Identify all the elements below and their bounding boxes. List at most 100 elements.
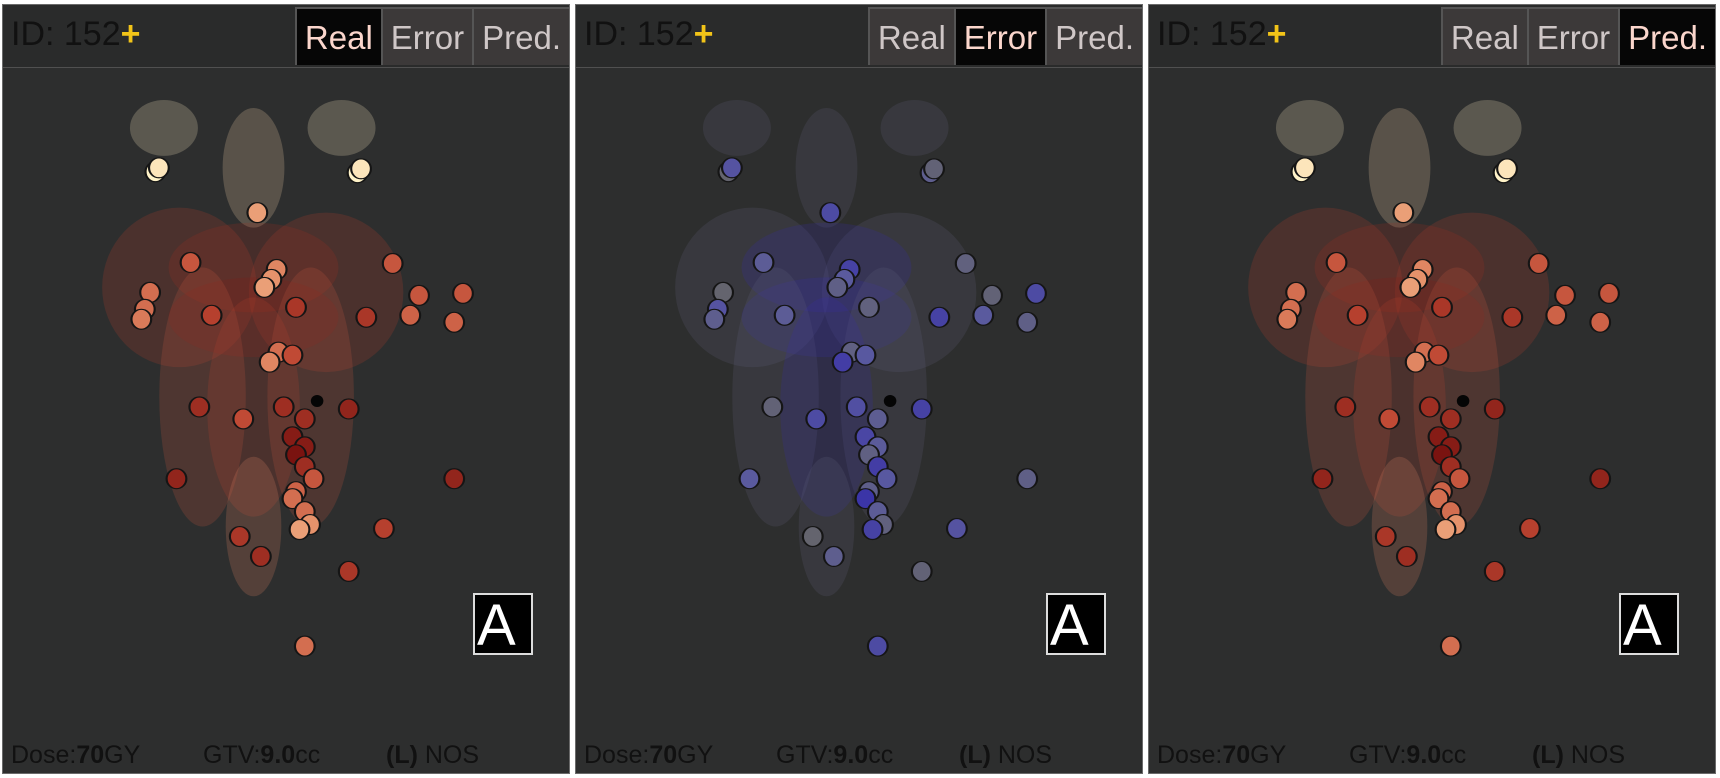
organ-node-marker[interactable] xyxy=(272,396,295,418)
organ-node-marker[interactable] xyxy=(1427,488,1450,510)
organ-node-marker[interactable] xyxy=(130,308,153,330)
organ-node-marker[interactable] xyxy=(1439,408,1462,430)
anatomy-visualization[interactable] xyxy=(576,67,1142,727)
organ-node-marker[interactable] xyxy=(1434,518,1457,541)
tab-real[interactable]: Real xyxy=(1440,7,1527,65)
organ-node-marker[interactable] xyxy=(858,296,880,318)
orientation-label[interactable]: A xyxy=(1619,593,1679,655)
organ-node-marker[interactable] xyxy=(381,252,404,275)
organ-node-marker[interactable] xyxy=(1016,311,1039,333)
tab-real[interactable]: Real xyxy=(294,7,381,65)
organ-node-marker[interactable] xyxy=(249,545,272,567)
organ-node-marker[interactable] xyxy=(285,296,307,318)
organ-node-marker[interactable] xyxy=(1374,525,1397,548)
organ-node-marker[interactable] xyxy=(281,488,304,510)
organ-node-marker[interactable] xyxy=(246,202,269,224)
organ-node-marker[interactable] xyxy=(875,468,898,490)
organ-node-marker[interactable] xyxy=(293,408,316,430)
organ-node-marker[interactable] xyxy=(845,396,868,418)
orientation-label[interactable]: A xyxy=(1046,593,1106,655)
organ-node-marker[interactable] xyxy=(281,344,304,366)
organ-node-marker[interactable] xyxy=(773,304,796,326)
organ-node-marker[interactable] xyxy=(1483,398,1506,420)
orientation-label[interactable]: A xyxy=(473,593,533,655)
tab-error[interactable]: Error xyxy=(380,7,473,65)
organ-node-marker[interactable] xyxy=(866,635,889,657)
organ-node-marker[interactable] xyxy=(1589,311,1612,333)
organ-node-marker[interactable] xyxy=(1448,468,1471,490)
organ-node-marker[interactable] xyxy=(1025,282,1047,304)
tab-pred[interactable]: Pred. xyxy=(1045,7,1142,65)
organ-node-marker[interactable] xyxy=(452,282,474,304)
tab-error[interactable]: Error xyxy=(1526,7,1619,65)
organ-node-marker[interactable] xyxy=(337,398,360,420)
organ-node-marker[interactable] xyxy=(720,157,743,179)
organ-node-marker[interactable] xyxy=(1311,468,1334,490)
organ-node-marker[interactable] xyxy=(293,635,316,657)
add-icon[interactable]: + xyxy=(120,15,141,53)
organ-node-marker[interactable] xyxy=(1545,304,1568,326)
add-icon[interactable]: + xyxy=(693,15,714,53)
organ-node-marker[interactable] xyxy=(819,202,842,224)
organ-node-marker[interactable] xyxy=(1378,408,1401,430)
organ-node-marker[interactable] xyxy=(805,408,828,430)
organ-node-marker[interactable] xyxy=(1392,202,1415,224)
add-icon[interactable]: + xyxy=(1266,15,1287,53)
organ-node-marker[interactable] xyxy=(1276,308,1299,330)
organ-node-marker[interactable] xyxy=(399,304,422,326)
organ-node-marker[interactable] xyxy=(228,525,251,548)
organ-node-marker[interactable] xyxy=(866,408,889,430)
tumor-marker[interactable] xyxy=(883,395,897,407)
organ-node-marker[interactable] xyxy=(831,351,854,373)
anatomy-visualization[interactable] xyxy=(3,67,569,727)
organ-node-marker[interactable] xyxy=(1334,396,1357,418)
organ-node-marker[interactable] xyxy=(954,252,977,275)
tumor-marker[interactable] xyxy=(1456,395,1470,407)
organ-node-marker[interactable] xyxy=(752,251,775,274)
organ-node-marker[interactable] xyxy=(910,560,933,582)
organ-node-marker[interactable] xyxy=(1518,517,1541,540)
organ-node-marker[interactable] xyxy=(1346,304,1369,326)
organ-node-marker[interactable] xyxy=(1598,282,1620,304)
organ-node-marker[interactable] xyxy=(147,157,170,179)
organ-node-marker[interactable] xyxy=(1395,545,1418,567)
organ-node-marker[interactable] xyxy=(1404,351,1427,373)
organ-node-marker[interactable] xyxy=(165,468,188,490)
organ-node-marker[interactable] xyxy=(372,517,395,540)
organ-node-marker[interactable] xyxy=(945,517,968,540)
organ-node-marker[interactable] xyxy=(200,304,223,326)
organ-node-marker[interactable] xyxy=(1483,560,1506,582)
organ-node-marker[interactable] xyxy=(703,308,726,330)
organ-node-marker[interactable] xyxy=(1554,284,1576,306)
organ-node-marker[interactable] xyxy=(1501,306,1524,328)
organ-node-marker[interactable] xyxy=(822,545,845,567)
organ-node-marker[interactable] xyxy=(179,251,202,274)
organ-node-marker[interactable] xyxy=(253,276,276,298)
organ-node-marker[interactable] xyxy=(738,468,761,490)
organ-node-marker[interactable] xyxy=(408,284,430,306)
organ-node-marker[interactable] xyxy=(288,518,311,541)
organ-node-marker[interactable] xyxy=(923,158,945,180)
organ-node-marker[interactable] xyxy=(826,276,849,298)
organ-node-marker[interactable] xyxy=(910,398,933,420)
tab-pred[interactable]: Pred. xyxy=(1618,7,1715,65)
organ-node-marker[interactable] xyxy=(1589,468,1612,490)
organ-node-marker[interactable] xyxy=(302,468,325,490)
organ-node-marker[interactable] xyxy=(1418,396,1441,418)
organ-node-marker[interactable] xyxy=(188,396,211,418)
organ-node-marker[interactable] xyxy=(1325,251,1348,274)
organ-node-marker[interactable] xyxy=(443,468,466,490)
organ-node-marker[interactable] xyxy=(1527,252,1550,275)
organ-node-marker[interactable] xyxy=(232,408,255,430)
organ-node-marker[interactable] xyxy=(337,560,360,582)
organ-node-marker[interactable] xyxy=(854,344,877,366)
tumor-marker[interactable] xyxy=(310,395,324,407)
organ-node-marker[interactable] xyxy=(761,396,784,418)
organ-node-marker[interactable] xyxy=(854,488,877,510)
organ-node-marker[interactable] xyxy=(1496,158,1518,180)
organ-node-marker[interactable] xyxy=(1439,635,1462,657)
organ-node-marker[interactable] xyxy=(1427,344,1450,366)
organ-node-marker[interactable] xyxy=(258,351,281,373)
organ-node-marker[interactable] xyxy=(972,304,995,326)
organ-node-marker[interactable] xyxy=(443,311,466,333)
